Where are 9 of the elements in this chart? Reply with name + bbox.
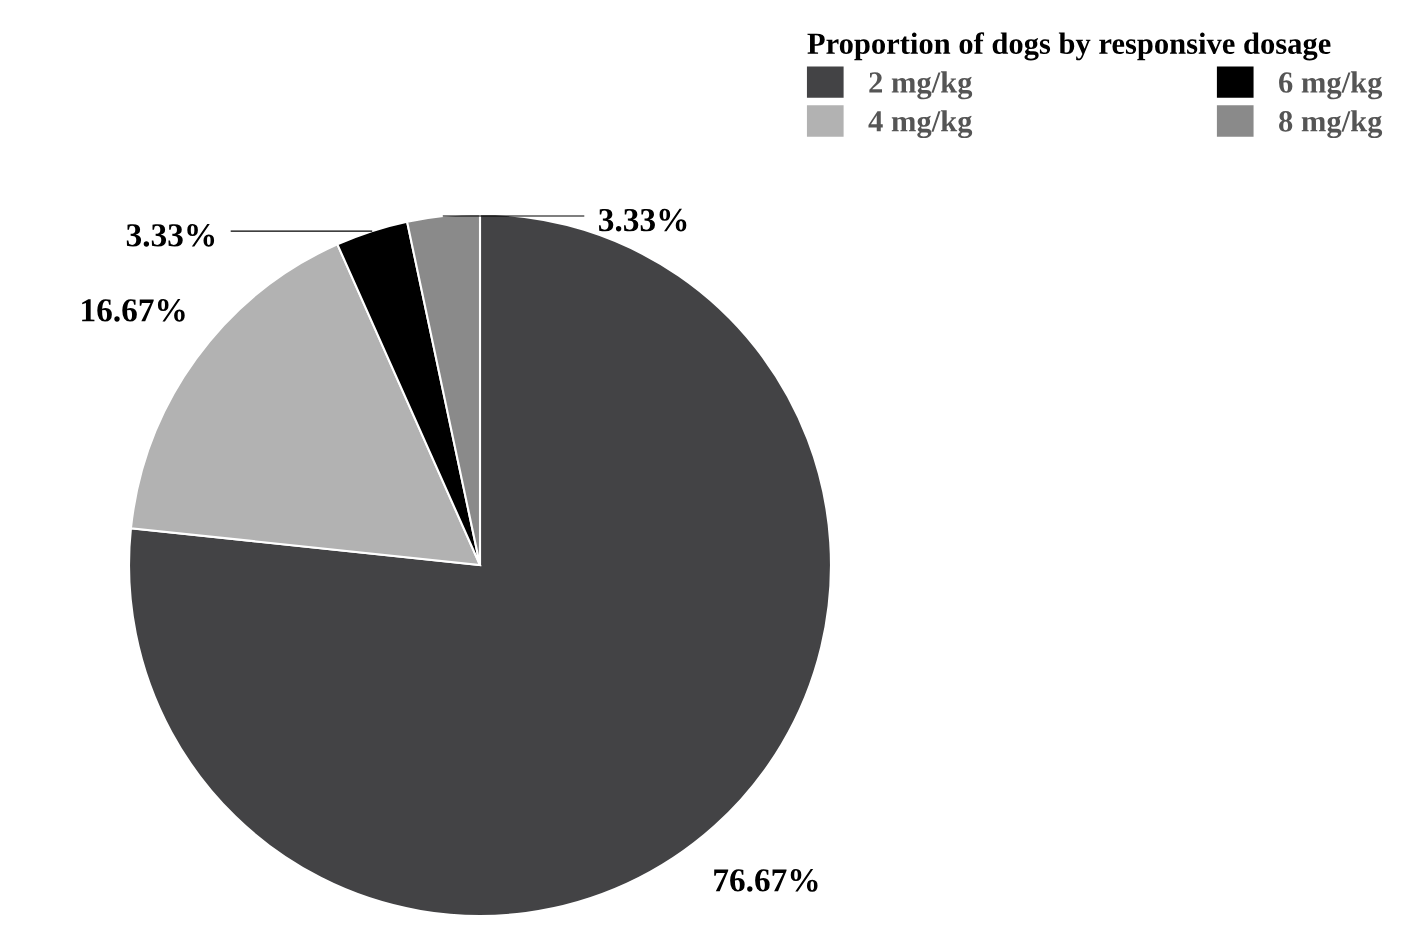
data-label: 3.33% bbox=[599, 208, 687, 232]
data-label: 76.67% bbox=[714, 869, 818, 892]
legend-title: Proportion of dogs by responsive dosage bbox=[807, 32, 1331, 61]
legend-label: 6 mg/kg bbox=[1279, 71, 1383, 100]
legend-label: 2 mg/kg bbox=[869, 71, 973, 100]
legend-label: 8 mg/kg bbox=[1279, 110, 1383, 139]
data-label: 3.33% bbox=[126, 224, 215, 247]
data-label: 16.67% bbox=[82, 299, 185, 322]
legend-label: 4 mg/kg bbox=[868, 110, 973, 139]
